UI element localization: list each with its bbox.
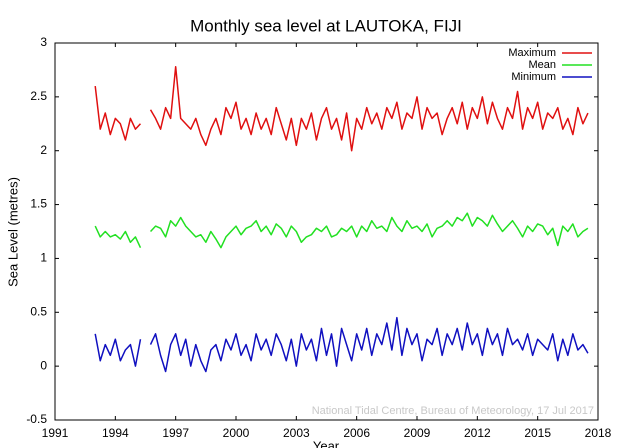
plot-frame: [54, 42, 599, 421]
x-tick-label: 1991: [42, 426, 69, 440]
annotation: National Tidal Centre, Bureau of Meteoro…: [312, 405, 594, 417]
x-tick-label: 1997: [162, 426, 189, 440]
y-tick-label: 1.5: [30, 197, 47, 211]
series-line: [94, 212, 589, 249]
legend-label: Minimum: [511, 71, 556, 83]
y-tick-label: 0.5: [30, 304, 47, 318]
x-tick-label: 1994: [102, 426, 129, 440]
series-line: [94, 316, 589, 373]
series-line: [94, 65, 589, 152]
y-tick-label: 2: [40, 143, 47, 157]
x-tick-label: 2018: [585, 426, 612, 440]
y-tick-label: 3: [40, 35, 47, 49]
x-tick-label: 2015: [524, 426, 551, 440]
x-tick-label: 2003: [283, 426, 310, 440]
x-tick-label: 2000: [223, 426, 250, 440]
y-tick-label: -0.5: [26, 412, 47, 426]
x-axis-label: Year: [313, 438, 340, 448]
x-tick-label: 2009: [404, 426, 431, 440]
y-tick-label: 1: [40, 251, 47, 265]
legend-label: Maximum: [508, 47, 556, 59]
chart-title: Monthly sea level at LAUTOKA, FIJI: [190, 16, 462, 35]
x-tick-label: 2006: [343, 426, 370, 440]
y-tick-label: 0: [40, 358, 47, 372]
y-axis-label: Sea Level (metres): [5, 177, 20, 287]
y-tick-label: 2.5: [30, 89, 47, 103]
legend-label: Mean: [528, 59, 556, 71]
x-tick-label: 2012: [464, 426, 491, 440]
